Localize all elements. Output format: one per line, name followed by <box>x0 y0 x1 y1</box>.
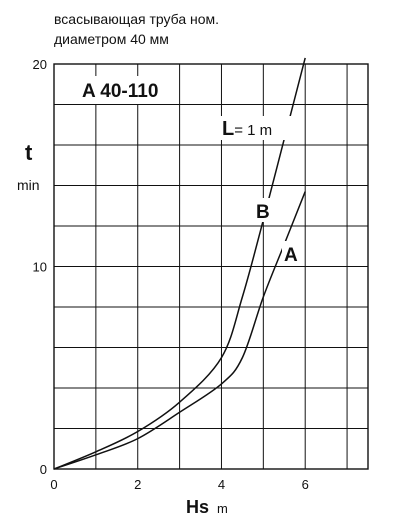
chart-title-box <box>76 76 178 104</box>
pipe-length-label: L= 1 m <box>222 118 272 140</box>
plot-frame <box>53 63 369 470</box>
series-a-label-box <box>282 241 304 265</box>
y-tick-label: 10 <box>33 260 47 275</box>
x-tick-label: 0 <box>50 477 57 492</box>
tick-labels: 0 2 4 6 0 10 20 <box>33 57 309 492</box>
y-tick-label: 0 <box>40 462 47 477</box>
x-tick-label: 2 <box>134 477 141 492</box>
series-line-a <box>53 191 306 470</box>
subtitle-line-2: диаметром 40 мм <box>54 31 169 47</box>
y-axis-unit: min <box>17 177 40 193</box>
x-tick-label: 6 <box>302 477 309 492</box>
pipe-length-letter: L <box>222 118 234 140</box>
x-axis-unit: m <box>217 501 228 516</box>
series-line-b <box>53 57 306 470</box>
y-axis-symbol: t <box>25 140 33 165</box>
subtitle-line-1: всасывающая труба ном. <box>54 11 220 27</box>
x-axis-label: Hs m <box>186 497 228 517</box>
grid <box>54 64 368 469</box>
chart-subtitle: всасывающая труба ном. диаметром 40 мм <box>54 9 354 49</box>
series-b-label-box <box>254 198 276 222</box>
x-tick-label: 4 <box>218 477 225 492</box>
series-a-label: A <box>284 245 298 266</box>
chart-title: A 40-110 <box>82 81 158 102</box>
series-b-label: B <box>256 202 270 223</box>
x-axis-symbol: Hs <box>186 497 209 517</box>
pipe-length-box <box>218 116 296 140</box>
pipe-length-value: = 1 m <box>234 122 272 139</box>
series-group <box>53 57 306 470</box>
y-tick-label: 20 <box>33 57 47 72</box>
